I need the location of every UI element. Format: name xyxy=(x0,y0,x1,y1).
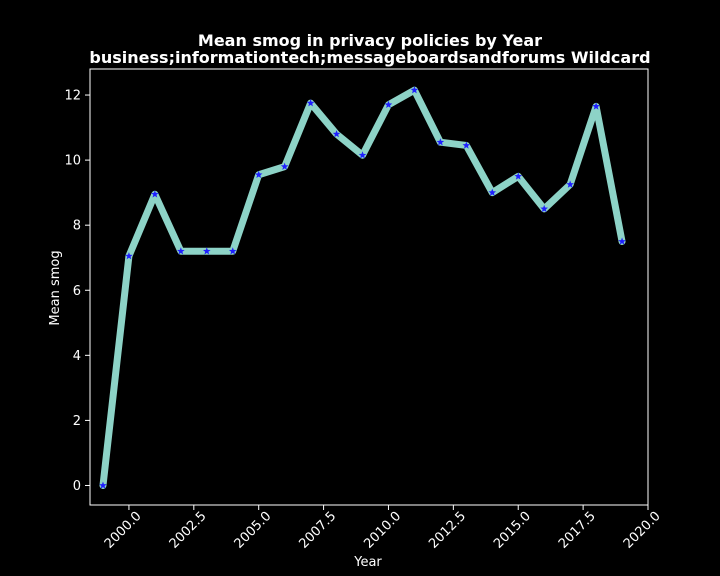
x-tick-label: 2002.5 xyxy=(167,509,210,552)
data-point-marker xyxy=(177,247,185,255)
data-point-marker xyxy=(151,190,159,198)
data-point-marker xyxy=(306,99,315,107)
x-tick-label: 2020.0 xyxy=(621,509,664,552)
x-tick-label: 2012.5 xyxy=(426,509,469,552)
data-point-marker xyxy=(202,247,211,255)
data-point-marker xyxy=(228,247,237,255)
y-tick-label: 12 xyxy=(64,89,81,104)
data-point-marker xyxy=(462,141,471,149)
chart-title: Mean smog in privacy policies by Year xyxy=(198,31,542,50)
x-tick-label: 2010.0 xyxy=(361,509,404,552)
data-point-marker xyxy=(99,481,107,489)
x-tick-label: 2000.0 xyxy=(102,509,145,552)
chart-subtitle: business;informationtech;messageboardsan… xyxy=(89,48,650,67)
data-point-marker xyxy=(332,130,341,138)
plot-frame xyxy=(89,68,649,506)
y-tick-label: 4 xyxy=(73,349,81,364)
data-point-marker xyxy=(514,172,523,180)
data-point-marker xyxy=(618,237,626,245)
data-point-marker xyxy=(488,188,497,196)
data-point-marker xyxy=(254,170,263,178)
data-point-marker xyxy=(410,86,419,94)
y-tick-label: 2 xyxy=(73,414,81,429)
x-axis-label: Year xyxy=(353,555,382,570)
data-point-marker xyxy=(592,102,600,110)
y-tick-label: 10 xyxy=(64,154,81,169)
y-axis-label: Mean smog xyxy=(48,250,63,325)
y-tick-label: 6 xyxy=(73,284,81,299)
y-tick-label: 8 xyxy=(73,219,81,234)
data-point-marker xyxy=(280,162,289,170)
y-tick-label: 0 xyxy=(73,479,81,494)
x-tick-label: 2017.5 xyxy=(556,509,599,552)
x-tick-label: 2005.0 xyxy=(232,509,275,552)
data-point-marker xyxy=(436,138,445,146)
data-point-marker xyxy=(125,252,133,260)
data-point-marker xyxy=(566,180,574,188)
data-point-marker xyxy=(540,204,548,213)
data-point-marker xyxy=(358,151,367,159)
x-tick-label: 2015.0 xyxy=(491,509,534,552)
series-line xyxy=(99,86,626,489)
x-tick-label: 2007.5 xyxy=(296,509,339,552)
plot-area: 2000.0 2002.5 2005.0 2007.5 2010.0 2012.5 2015… xyxy=(64,68,664,552)
data-point-marker xyxy=(384,100,393,109)
